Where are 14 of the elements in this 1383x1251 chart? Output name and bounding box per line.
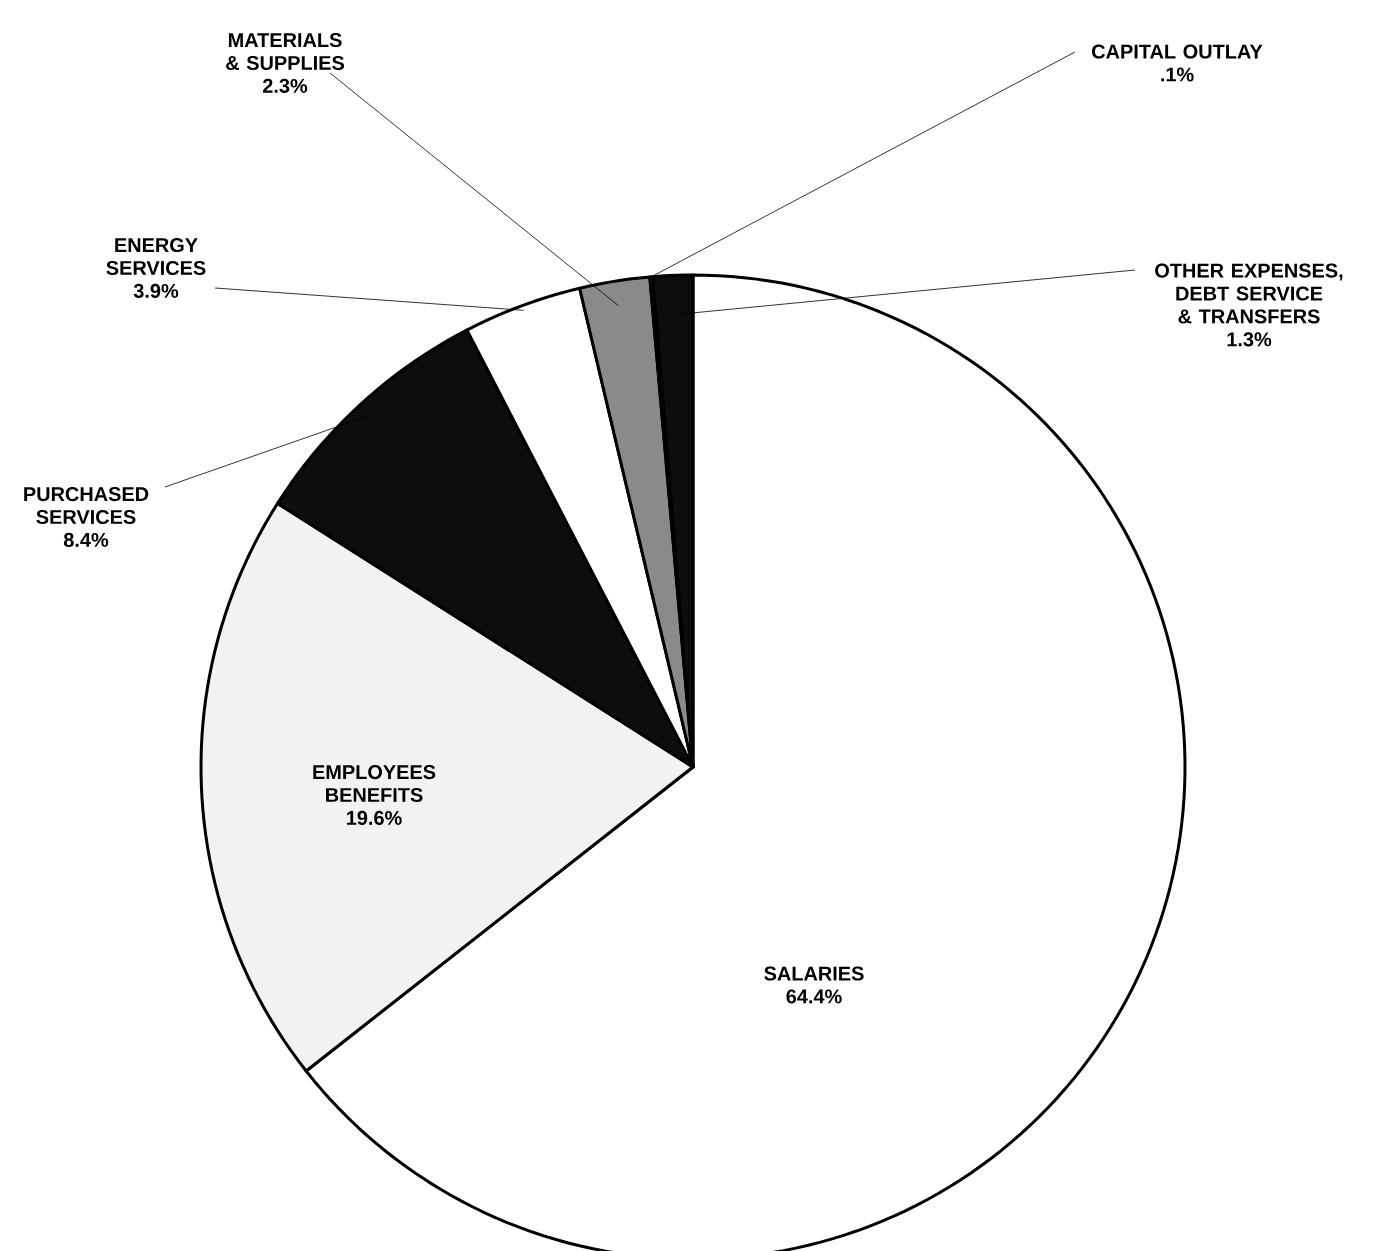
slice-label: PURCHASED SERVICES: [24, 487, 149, 525]
data-label: 1.3%: [1227, 332, 1272, 347]
data-label: .1%: [1161, 67, 1194, 82]
slice-label: EMPLOYEES BENEFITS: [313, 765, 436, 803]
slice-label: ENERGY SERVICES: [106, 238, 206, 276]
slice-label: SALARIES: [764, 966, 864, 981]
slice-label: MATERIALS & SUPPLIES: [226, 33, 345, 71]
data-label: 19.6%: [347, 810, 402, 825]
data-label: 2.3%: [262, 78, 308, 93]
slice-label: CAPITAL OUTLAY: [1092, 44, 1263, 59]
data-label: 3.9%: [133, 283, 179, 298]
slice-label: OTHER EXPENSES, DEBT SERVICE & TRANSFERS: [1155, 263, 1343, 324]
data-label: 64.4%: [786, 989, 842, 1004]
data-label: 8.4%: [63, 532, 109, 547]
